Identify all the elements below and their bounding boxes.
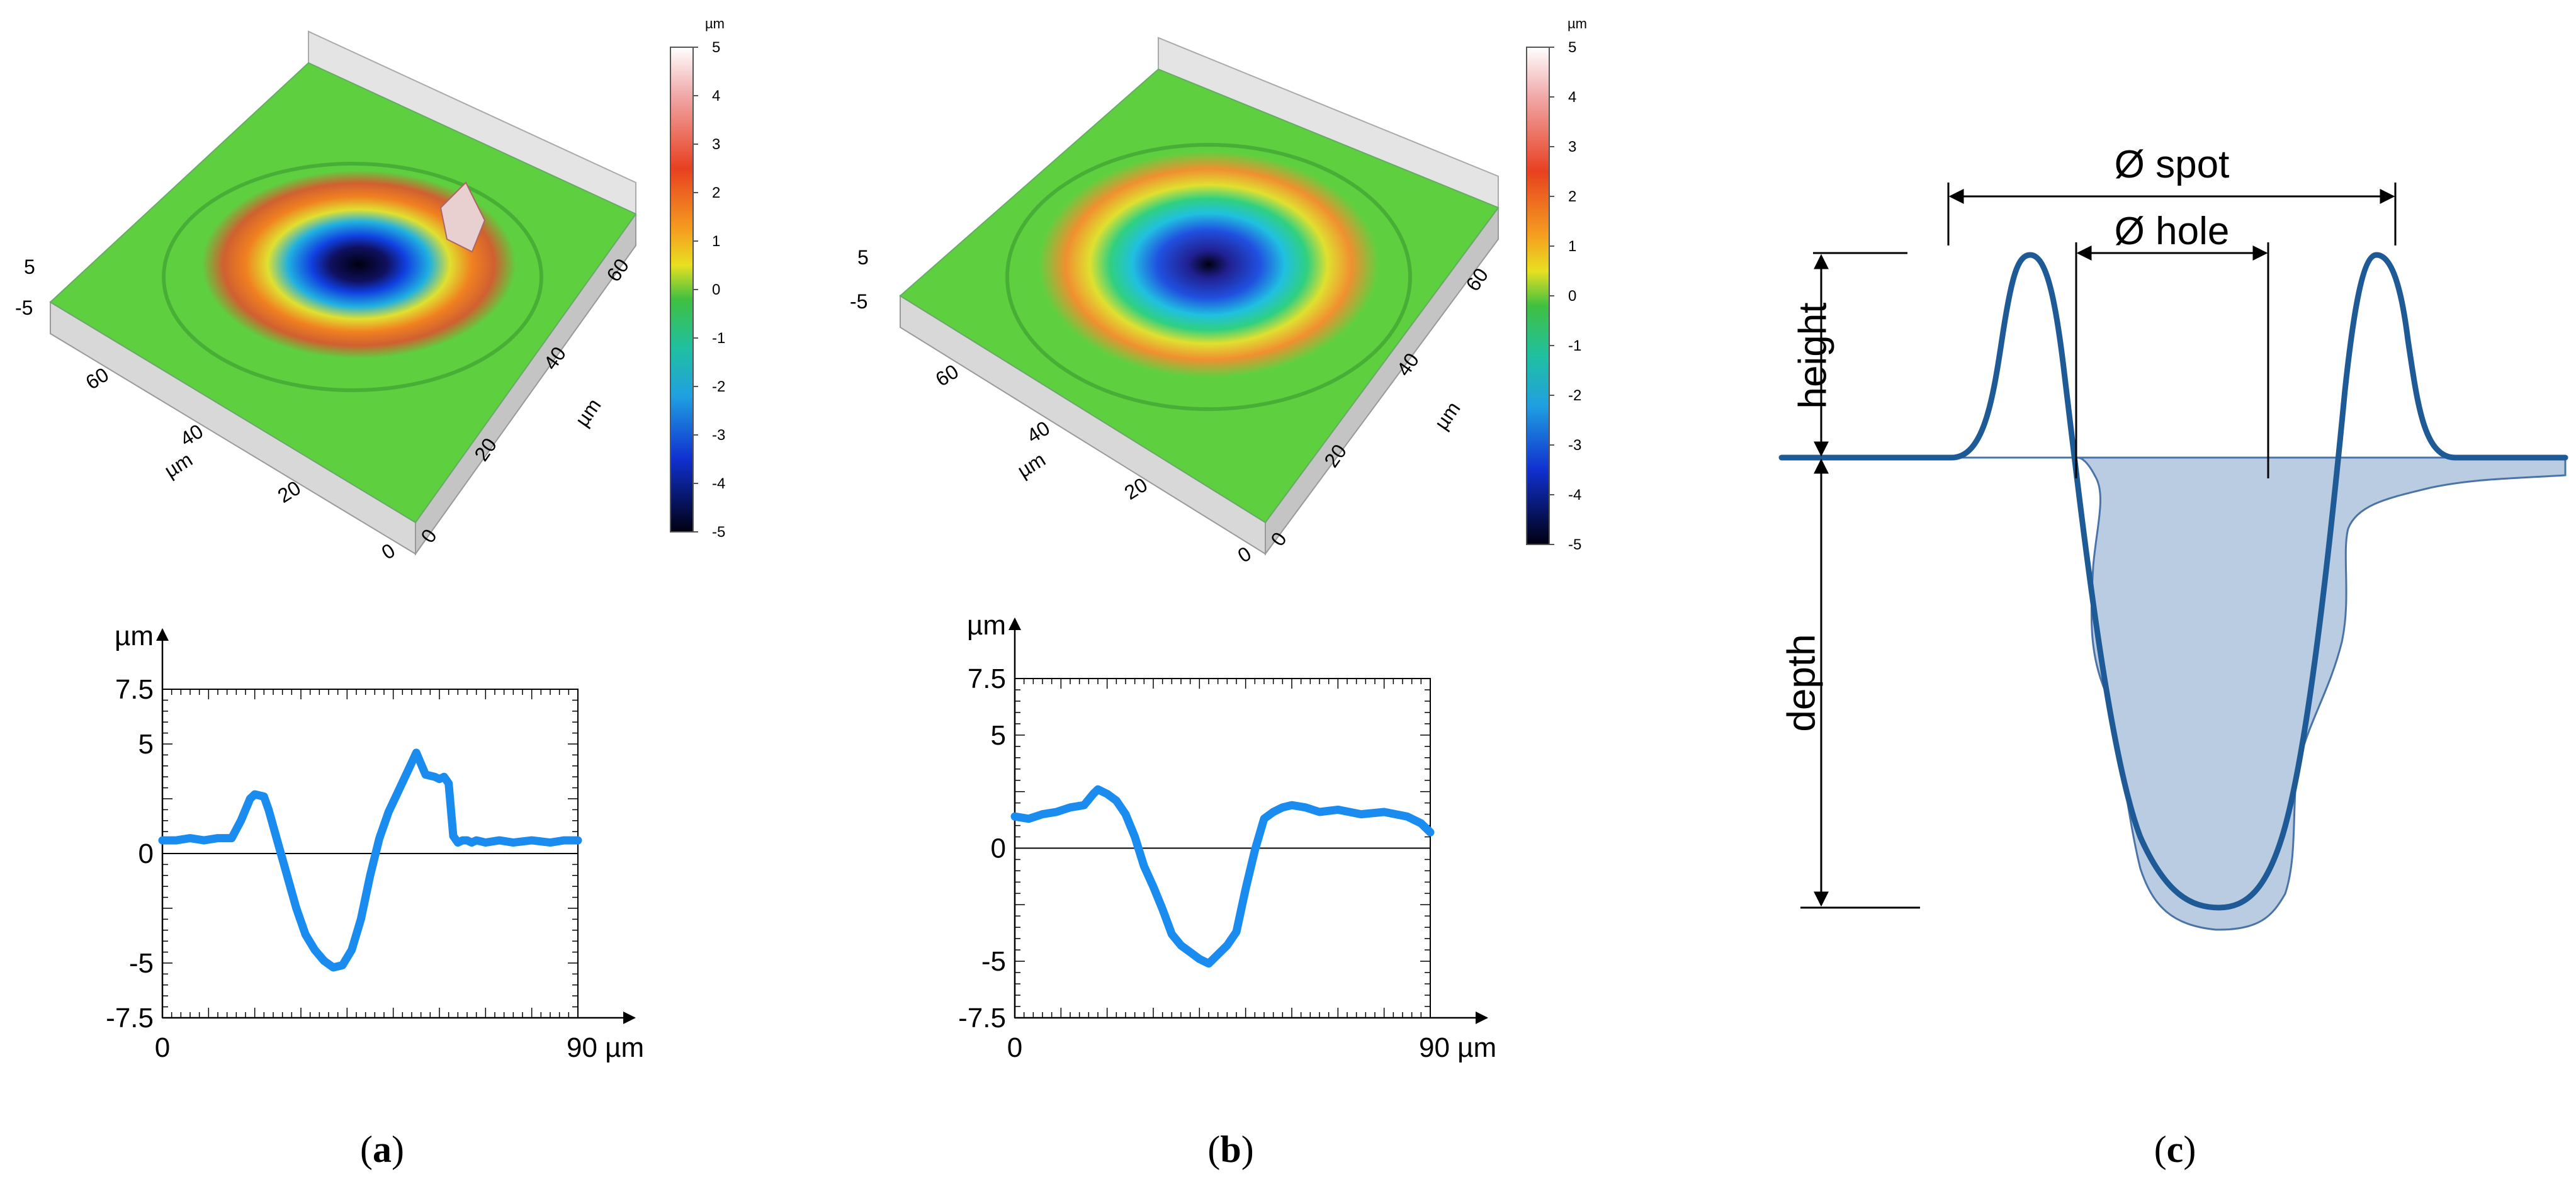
surface-a-z-tick-bottom: -5: [15, 296, 33, 319]
surface-a-z-tick-top: 5: [24, 256, 35, 278]
colorbar-a-tick-label: 2: [712, 184, 720, 201]
chart-b-y-tick-label: -7.5: [958, 1003, 1006, 1034]
surface-b-z-tick-bottom: -5: [850, 290, 867, 313]
surface-b-ring-outer: [1005, 143, 1412, 411]
colorbar-a-tick-label: 4: [712, 87, 720, 104]
colorbar-a-tick-label: -1: [712, 330, 725, 347]
surface-a-ring-outer: [162, 162, 543, 392]
colorbar-b-tick-label: 5: [1568, 39, 1576, 56]
chart-b-x-tick-label: 90 µm: [1419, 1032, 1496, 1063]
schematic-profile-line: [1778, 252, 2568, 911]
chart-a-series-line: [158, 748, 582, 972]
surface-b-x-tick: 40: [1023, 417, 1054, 448]
spot-label: Ø spot: [2115, 143, 2230, 186]
surface-b-y-unit: µm: [1430, 397, 1464, 434]
chart-a-x-tick-label: 0: [155, 1032, 170, 1063]
chart-b-y-tick-label: 5: [991, 720, 1006, 751]
colorbar-b-unit: µm: [1568, 16, 1587, 31]
colorbar-b-tick-label: -5: [1568, 536, 1581, 553]
colorbar-a-tick-label: 1: [712, 233, 720, 250]
panel-c-caption: (c): [2154, 1129, 2196, 1170]
chart-a-y-tick-label: 5: [138, 729, 154, 760]
chart-a-y-unit: µm: [115, 621, 154, 651]
chart-a-y-tick-label: 0: [138, 838, 154, 869]
chart-b-y-tick-label: 7.5: [968, 663, 1006, 694]
colorbar-b-bar: [1526, 47, 1550, 545]
schematic-c: Ø spot Ø hole height depth: [1778, 143, 2568, 931]
colorbar-a-unit: µm: [705, 16, 725, 31]
depth-label: depth: [1780, 634, 1824, 731]
colorbar-a-tick-label: 5: [712, 39, 720, 56]
surface-b-x-tick: 60: [932, 360, 963, 391]
colorbar-b-tick-label: 0: [1568, 288, 1576, 305]
surface-3d-a: 5 -5 60 40 20 0 µm 0 20 40 60 µm: [15, 30, 637, 564]
schematic-material-fill: [1782, 456, 2567, 931]
surface-b-x-unit: µm: [1014, 448, 1049, 482]
surface-a-crater: [201, 170, 516, 359]
colorbar-a: µm 5 4 3 2 1 0 -1 -2 -3 -4 -5: [670, 16, 725, 541]
chart-b-series-line: [1010, 785, 1435, 968]
surface-a-rim-peak: [439, 181, 486, 253]
surface-3d-b: 5 -5 60 40 20 0 µm 0 20 40 60 µm: [850, 37, 1500, 567]
colorbar-b-tick-label: -1: [1568, 337, 1581, 354]
colorbar-b: µm 5 4 3 2 1 0 -1 -2 -3 -4 -5: [1526, 16, 1587, 553]
colorbar-a-tick-label: -5: [712, 524, 725, 541]
chart-b-y-tick-label: -5: [981, 946, 1006, 977]
panel-b-caption: (b): [1207, 1129, 1253, 1170]
colorbar-b-tick-label: 2: [1568, 188, 1576, 205]
chart-b-x-tick-label: 0: [1007, 1032, 1022, 1063]
surface-a-x-unit: µm: [161, 448, 196, 482]
colorbar-a-tick-label: -3: [712, 427, 725, 444]
chart-a-y-tick-label: -7.5: [106, 1003, 154, 1034]
colorbar-a-tick-label: 0: [712, 281, 720, 298]
colorbar-a-tick-label: 3: [712, 136, 720, 153]
surface-b-crater: [1039, 151, 1379, 378]
chart-a-y-tick-label: 7.5: [115, 674, 154, 705]
panel-a-caption: (a): [360, 1129, 404, 1170]
colorbar-a-tick-label: -2: [712, 378, 725, 395]
height-label: height: [1792, 303, 1835, 409]
colorbar-b-tick-label: -3: [1568, 437, 1581, 454]
colorbar-b-tick-label: 1: [1568, 238, 1576, 255]
hole-label: Ø hole: [2115, 210, 2230, 253]
colorbar-a-bar: [670, 47, 694, 533]
colorbar-a-tick-label: -4: [712, 475, 725, 492]
colorbar-b-tick-label: -4: [1568, 487, 1581, 504]
chart-a-x-tick-label: 90 µm: [567, 1032, 644, 1063]
chart-b-y-unit: µm: [967, 610, 1006, 641]
surface-b-z-tick-top: 5: [857, 246, 869, 269]
surface-a-y-unit: µm: [570, 394, 605, 431]
chart-a-y-tick-label: -5: [129, 948, 154, 979]
colorbar-b-tick-label: -2: [1568, 387, 1581, 404]
colorbar-b-tick-label: 3: [1568, 138, 1576, 155]
chart-b-y-tick-label: 0: [991, 833, 1006, 864]
colorbar-b-tick-label: 4: [1568, 89, 1576, 106]
